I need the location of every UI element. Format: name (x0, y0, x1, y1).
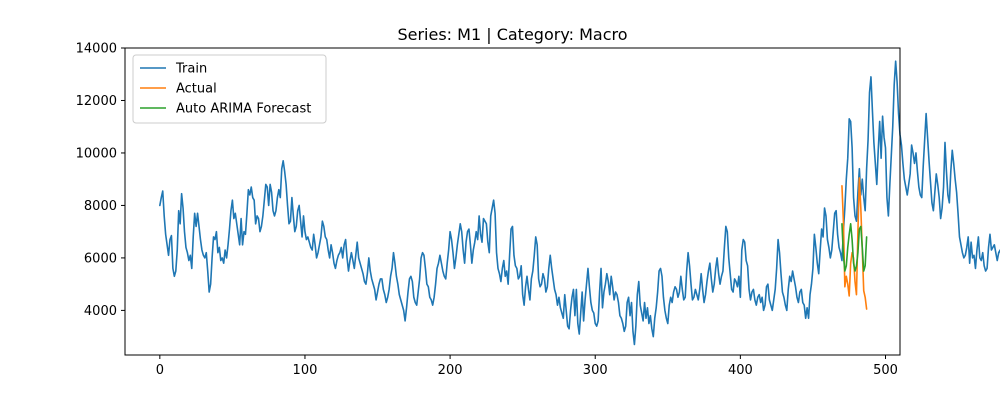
plot-area (159, 60, 1000, 346)
y-tick-label: 4000 (84, 304, 117, 319)
x-tick-label: 100 (293, 363, 318, 378)
y-tick-label: 8000 (84, 199, 117, 214)
legend: Train Actual Auto ARIMA Forecast (132, 54, 327, 124)
plot-frame (124, 47, 901, 356)
series-line-train (159, 60, 1000, 346)
legend-box (132, 54, 327, 124)
y-tick-label: 10000 (76, 146, 117, 161)
y-tick-label: 12000 (76, 94, 117, 109)
x-tick-label: 0 (156, 363, 164, 378)
x-tick-label: 200 (438, 363, 463, 378)
legend-label: Auto ARIMA Forecast (176, 102, 311, 117)
y-tick-label: 14000 (76, 42, 117, 57)
x-axis: 0 100 200 300 400 500 (156, 355, 898, 378)
chart-title: Series: M1 | Category: Macro (397, 25, 627, 44)
x-tick-label: 500 (873, 363, 898, 378)
series-line-auto-arima-forecast (841, 223, 868, 272)
y-axis: 4000 6000 8000 10000 12000 14000 (76, 42, 125, 319)
y-tick-label: 6000 (84, 251, 117, 266)
legend-label: Train (175, 62, 207, 77)
x-tick-label: 300 (583, 363, 608, 378)
legend-label: Actual (176, 82, 217, 97)
x-tick-label: 400 (728, 363, 753, 378)
